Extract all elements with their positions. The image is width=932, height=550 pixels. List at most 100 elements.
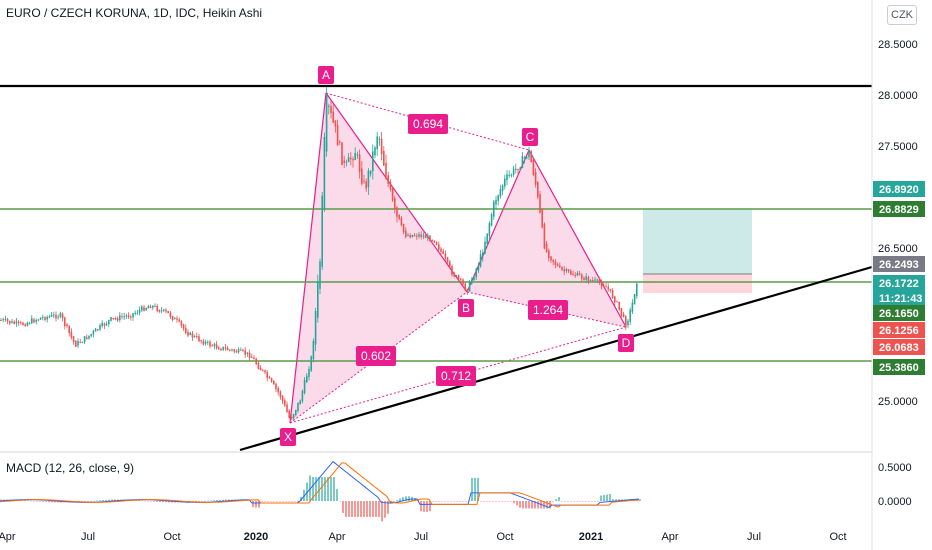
price-tag xyxy=(873,256,925,272)
currency-button[interactable]: CZK xyxy=(887,5,917,25)
macd-histogram-bar xyxy=(477,477,479,501)
candle-body xyxy=(231,349,233,351)
macd-line xyxy=(0,460,640,508)
candle-body xyxy=(622,314,625,317)
candle-body xyxy=(510,174,513,176)
candle-body xyxy=(341,142,343,165)
candle-body xyxy=(97,329,99,331)
candle-body xyxy=(567,269,570,272)
pattern-point-badge xyxy=(318,66,334,84)
macd-histogram-bar xyxy=(36,501,38,502)
candle-body xyxy=(616,301,618,303)
pattern-point-label: C xyxy=(526,130,535,144)
price-tag-label: 26.0683 xyxy=(879,342,919,354)
price-tag-label: 26.1722 xyxy=(879,278,919,290)
macd-histogram-bar xyxy=(303,489,305,501)
macd-histogram-bar xyxy=(309,475,311,501)
candle-body xyxy=(105,323,108,326)
x-tick-label: Oct xyxy=(163,531,180,543)
candle-body xyxy=(167,311,169,314)
candle-body xyxy=(552,259,554,262)
candle-body xyxy=(154,305,156,307)
candle-body xyxy=(440,248,442,252)
candle-body xyxy=(37,319,40,321)
macd-histogram-bar xyxy=(267,501,269,502)
candle-body xyxy=(576,272,579,276)
macd-histogram-bar xyxy=(87,501,89,502)
candle-body xyxy=(323,136,326,210)
macd-histogram-bar xyxy=(300,496,302,501)
candle-body xyxy=(163,309,165,311)
candle-body xyxy=(158,310,161,312)
candle-body xyxy=(290,416,293,419)
macd-histogram-bar xyxy=(33,500,35,502)
macd-tick-label: 0.5000 xyxy=(878,462,912,474)
macd-histogram-bar xyxy=(312,477,314,501)
macd-histogram-bar xyxy=(432,501,434,502)
macd-histogram-bar xyxy=(351,501,353,517)
macd-histogram-bar xyxy=(492,501,494,502)
candle-body xyxy=(11,321,13,323)
macd-histogram-bar xyxy=(195,501,197,502)
macd-histogram-bar xyxy=(93,500,95,502)
candle-body xyxy=(528,150,530,158)
candle-body xyxy=(211,345,213,347)
candle-body xyxy=(119,315,121,321)
macd-histogram-bar xyxy=(525,501,527,509)
macd-histogram-bar xyxy=(438,501,440,502)
candle-body xyxy=(171,316,174,321)
candle-body xyxy=(72,336,75,343)
macd-histogram-bar xyxy=(270,501,272,502)
macd-histogram-bar xyxy=(606,494,608,501)
macd-histogram-bar xyxy=(159,501,161,502)
y-tick-label: 26.5000 xyxy=(878,243,918,255)
candle-body xyxy=(631,302,634,312)
candle-body xyxy=(449,261,451,268)
macd-histogram-bar xyxy=(402,497,404,501)
candle-body xyxy=(537,182,539,198)
candle-body xyxy=(209,341,211,347)
candle-body xyxy=(365,181,367,189)
macd-histogram-bar xyxy=(96,500,98,501)
macd-histogram-bar xyxy=(222,499,224,501)
candle-body xyxy=(336,125,339,146)
candle-body xyxy=(143,307,145,311)
macd-histogram-bar xyxy=(558,497,560,501)
candle-body xyxy=(255,358,257,365)
candle-body xyxy=(354,153,356,161)
candle-body xyxy=(200,340,202,342)
macd-histogram-bar xyxy=(54,501,56,503)
candle-body xyxy=(400,218,403,226)
candle-body xyxy=(145,307,147,311)
candle-body xyxy=(462,279,464,285)
price-axis[interactable]: 28.5000 28.0000 27.5000 26.5000 25.0000 0.500… xyxy=(878,39,918,508)
price-tag xyxy=(873,305,925,321)
candle-body xyxy=(295,409,297,416)
macd-histogram-bar xyxy=(51,501,53,503)
macd-histogram-bar xyxy=(333,477,335,501)
candle-body xyxy=(66,324,68,327)
time-axis[interactable]: Apr Jul Oct 2020 Apr Jul Oct 2021 Apr Jul Oct xyxy=(0,531,847,543)
candle-body xyxy=(486,233,488,244)
candle-body xyxy=(68,325,70,334)
pattern-point-badge xyxy=(618,334,634,352)
macd-histogram-bar xyxy=(372,501,374,517)
macd-histogram-bar xyxy=(108,499,110,501)
candle-body xyxy=(79,341,81,343)
candle-body xyxy=(134,312,136,314)
x-tick-label: Oct xyxy=(829,531,846,543)
y-tick-label: 28.0000 xyxy=(878,90,918,102)
candle-body xyxy=(22,322,24,325)
candle-body xyxy=(545,243,548,252)
candle-body xyxy=(548,250,550,258)
candle-body xyxy=(202,340,205,345)
macd-histogram-bar xyxy=(561,501,563,502)
candle-body xyxy=(220,348,222,351)
macd-histogram-bar xyxy=(84,501,86,502)
candle-body xyxy=(391,187,394,201)
candle-body xyxy=(402,223,405,233)
pattern-ratio-badge xyxy=(436,366,476,386)
harmonic-labels: X A B C D 0.694 0.602 1.264 0.712 xyxy=(280,66,634,446)
macd-histogram-bar xyxy=(399,498,401,501)
